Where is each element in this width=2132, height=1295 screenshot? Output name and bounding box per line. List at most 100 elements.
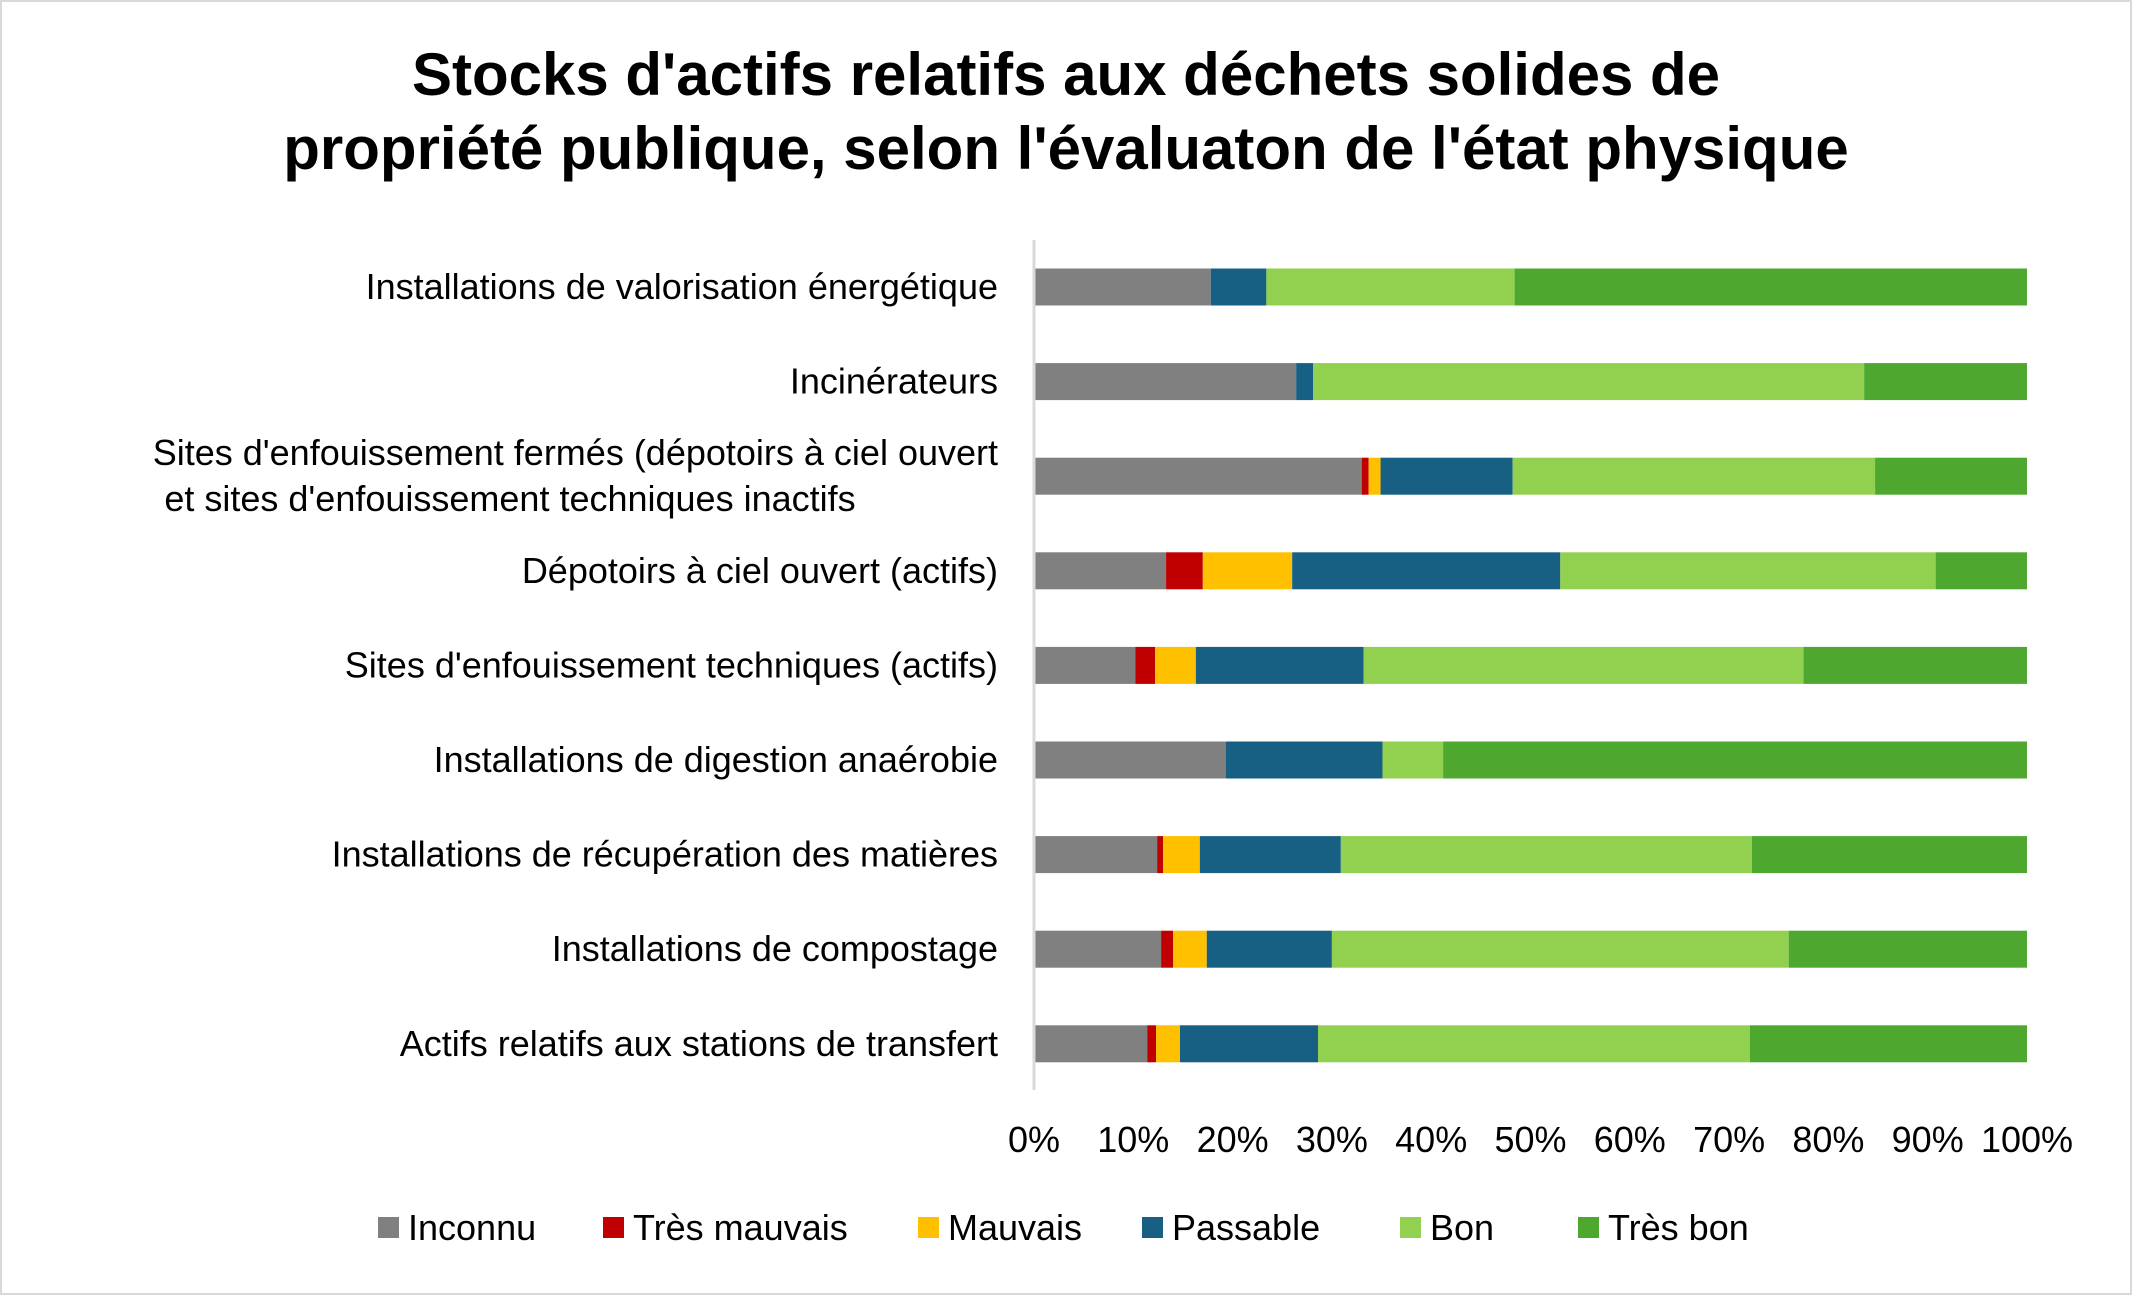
legend-swatch (603, 1217, 624, 1238)
bar-segment-inconnu-row-3 (1034, 457, 1362, 495)
legend-item: Très mauvais (603, 1207, 848, 1248)
category-labels: Installations de valorisation énergétiqu… (153, 266, 998, 1064)
bar-segment-tr-s-bon-row-9 (1749, 1025, 2027, 1063)
bar-segment-tr-s-mauvais-row-4 (1166, 552, 1203, 590)
legend-swatch (378, 1217, 399, 1238)
category-label: Installations de compostage (552, 928, 998, 969)
bar-segment-bon-row-3 (1512, 457, 1876, 495)
legend-item: Bon (1400, 1207, 1494, 1248)
x-tick-label: 0% (1008, 1119, 1060, 1160)
category-label-line: Sites d'enfouissement techniques (actifs… (345, 644, 998, 685)
category-label-line: Installations de récupération des matièr… (332, 834, 998, 875)
category-label: Incinérateurs (790, 361, 998, 402)
bar-segment-passable-row-7 (1199, 836, 1341, 874)
category-label-line: Dépotoirs à ciel ouvert (actifs) (522, 550, 998, 591)
legend-item: Très bon (1578, 1207, 1749, 1248)
bar-segment-inconnu-row-4 (1034, 552, 1167, 590)
bar-segment-mauvais-row-7 (1163, 836, 1200, 874)
category-label: Installations de récupération des matièr… (332, 834, 998, 875)
category-label: Sites d'enfouissement techniques (actifs… (345, 644, 998, 685)
bar-segment-inconnu-row-1 (1034, 268, 1211, 306)
category-label-line: Actifs relatifs aux stations de transfer… (400, 1023, 998, 1064)
legend-item: Passable (1142, 1207, 1320, 1248)
category-label: Installations de valorisation énergétiqu… (366, 266, 998, 307)
category-label-line: Installations de valorisation énergétiqu… (366, 266, 998, 307)
legend-swatch (1142, 1217, 1163, 1238)
x-tick-label: 90% (1892, 1119, 1964, 1160)
x-tick-label: 30% (1296, 1119, 1368, 1160)
legend-item: Mauvais (918, 1207, 1082, 1248)
category-label-line: et sites d'enfouissement techniques inac… (164, 478, 855, 519)
legend-swatch (1400, 1217, 1421, 1238)
category-label: Sites d'enfouissement fermés (dépotoirs … (153, 432, 998, 519)
bar-segment-bon-row-2 (1313, 363, 1865, 401)
legend-label: Bon (1430, 1207, 1494, 1248)
category-label-line: Installations de digestion anaérobie (434, 739, 998, 780)
chart-title-line-2: propriété publique, selon l'évaluaton de… (283, 115, 1849, 182)
x-tick-label: 10% (1097, 1119, 1169, 1160)
bar-segment-passable-row-4 (1292, 552, 1561, 590)
bar-segment-tr-s-bon-row-7 (1751, 836, 2027, 874)
bar-segment-mauvais-row-9 (1156, 1025, 1180, 1063)
bar-segment-tr-s-bon-row-4 (1935, 552, 2027, 590)
bar-segment-tr-s-mauvais-row-3 (1361, 457, 1369, 495)
bar-segment-bon-row-9 (1317, 1025, 1750, 1063)
bar-segment-bon-row-4 (1560, 552, 1936, 590)
bar-segment-tr-s-mauvais-row-8 (1161, 930, 1174, 968)
chart-title: Stocks d'actifs relatifs aux déchets sol… (0, 38, 2132, 186)
legend-label: Très mauvais (633, 1207, 848, 1248)
legend-swatch (1578, 1217, 1599, 1238)
legend-item: Inconnu (378, 1207, 536, 1248)
x-tick-label: 20% (1197, 1119, 1269, 1160)
category-label: Installations de digestion anaérobie (434, 739, 998, 780)
bar-segment-bon-row-8 (1331, 930, 1789, 968)
legend-label: Passable (1172, 1207, 1320, 1248)
bar-segment-mauvais-row-4 (1202, 552, 1293, 590)
legend-label: Inconnu (408, 1207, 536, 1248)
bar-segment-tr-s-bon-row-6 (1443, 741, 2027, 779)
chart-title-line-1: Stocks d'actifs relatifs aux déchets sol… (411, 41, 1721, 108)
bar-segment-inconnu-row-7 (1034, 836, 1158, 874)
bar-segment-bon-row-1 (1266, 268, 1515, 306)
bar-segment-bon-row-6 (1382, 741, 1444, 779)
bar-segment-mauvais-row-5 (1155, 646, 1196, 684)
legend: Inconnu Très mauvais Mauvais Passable Bon Trè… (378, 1207, 1749, 1248)
x-tick-label: 50% (1494, 1119, 1566, 1160)
x-tick-label: 80% (1792, 1119, 1864, 1160)
bar-segment-passable-row-1 (1210, 268, 1267, 306)
bar-segment-passable-row-9 (1179, 1025, 1318, 1063)
bar-segment-tr-s-bon-row-1 (1514, 268, 2027, 306)
bar-segment-passable-row-2 (1296, 363, 1314, 401)
legend-label: Mauvais (948, 1207, 1082, 1248)
category-label-line: Incinérateurs (790, 361, 998, 402)
bar-segment-tr-s-mauvais-row-5 (1135, 646, 1156, 684)
bar-segment-tr-s-mauvais-row-9 (1147, 1025, 1157, 1063)
bar-segment-tr-s-bon-row-8 (1788, 930, 2027, 968)
bar-segment-inconnu-row-8 (1034, 930, 1162, 968)
legend-swatch (918, 1217, 939, 1238)
x-tick-label: 70% (1693, 1119, 1765, 1160)
category-label: Dépotoirs à ciel ouvert (actifs) (522, 550, 998, 591)
bar-segment-tr-s-bon-row-3 (1875, 457, 2027, 495)
bar-segment-tr-s-bon-row-5 (1803, 646, 2027, 684)
bar-segment-inconnu-row-9 (1034, 1025, 1148, 1063)
x-tick-label: 100% (1981, 1119, 2073, 1160)
category-label: Actifs relatifs aux stations de transfer… (400, 1023, 998, 1064)
bar-segment-mauvais-row-8 (1173, 930, 1207, 968)
bar-segment-inconnu-row-6 (1034, 741, 1226, 779)
category-label-line: Installations de compostage (552, 928, 998, 969)
bar-segment-mauvais-row-3 (1368, 457, 1381, 495)
legend-label: Très bon (1608, 1207, 1749, 1248)
bar-segment-bon-row-5 (1363, 646, 1804, 684)
bar-segment-inconnu-row-5 (1034, 646, 1136, 684)
bars-group (1034, 268, 2027, 1063)
x-tick-label: 60% (1594, 1119, 1666, 1160)
bar-segment-passable-row-5 (1195, 646, 1364, 684)
category-label-line: Sites d'enfouissement fermés (dépotoirs … (153, 432, 998, 473)
bar-segment-passable-row-6 (1225, 741, 1383, 779)
bar-segment-passable-row-3 (1380, 457, 1513, 495)
bar-segment-tr-s-bon-row-2 (1864, 363, 2027, 401)
bar-segment-bon-row-7 (1340, 836, 1752, 874)
x-tick-label: 40% (1395, 1119, 1467, 1160)
